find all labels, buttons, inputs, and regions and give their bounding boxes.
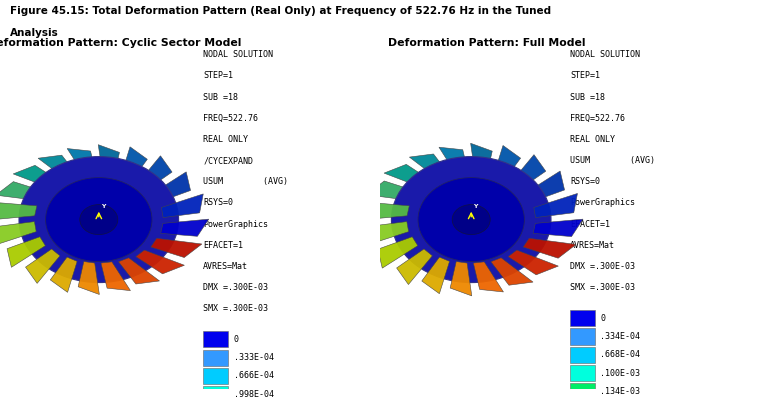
Polygon shape — [98, 145, 119, 178]
Polygon shape — [78, 261, 100, 294]
Text: .666E-04: .666E-04 — [234, 371, 274, 381]
Text: DMX =.300E-03: DMX =.300E-03 — [204, 283, 268, 292]
Text: AVRES=Mat: AVRES=Mat — [204, 262, 249, 271]
Text: SUB =18: SUB =18 — [570, 93, 605, 101]
Polygon shape — [161, 194, 203, 218]
Polygon shape — [67, 148, 97, 177]
Polygon shape — [365, 222, 409, 246]
Bar — [204, 350, 228, 366]
Text: .668E-04: .668E-04 — [600, 350, 641, 359]
Polygon shape — [439, 147, 469, 177]
Text: .334E-04: .334E-04 — [600, 332, 641, 341]
Bar — [204, 331, 228, 347]
Bar — [570, 328, 594, 344]
Polygon shape — [493, 146, 521, 182]
Text: 0: 0 — [600, 314, 606, 322]
Polygon shape — [397, 249, 432, 285]
Polygon shape — [410, 154, 451, 181]
Text: SUB =18: SUB =18 — [204, 93, 239, 101]
Bar — [570, 365, 594, 381]
Polygon shape — [523, 238, 576, 258]
Text: DMX =.300E-03: DMX =.300E-03 — [570, 262, 635, 271]
Polygon shape — [121, 147, 147, 182]
Polygon shape — [450, 261, 472, 296]
Polygon shape — [50, 257, 77, 292]
Text: SMX =.300E-03: SMX =.300E-03 — [570, 283, 635, 292]
Polygon shape — [524, 171, 565, 203]
Polygon shape — [366, 181, 420, 201]
Polygon shape — [491, 258, 533, 285]
Polygon shape — [0, 222, 36, 245]
Text: 0: 0 — [234, 335, 239, 344]
Polygon shape — [359, 203, 410, 220]
Text: NODAL SOLUTION: NODAL SOLUTION — [204, 50, 274, 59]
Text: STEP=1: STEP=1 — [204, 71, 233, 80]
Polygon shape — [7, 237, 46, 267]
Polygon shape — [510, 155, 546, 190]
Bar — [570, 310, 594, 326]
Polygon shape — [150, 238, 202, 257]
Text: EFACET=1: EFACET=1 — [204, 241, 243, 250]
Polygon shape — [508, 250, 559, 275]
Text: USUM        (AVG): USUM (AVG) — [570, 156, 655, 165]
Polygon shape — [13, 165, 62, 189]
Polygon shape — [138, 156, 172, 190]
Text: /CYCEXPAND: /CYCEXPAND — [204, 156, 253, 165]
Text: .100E-03: .100E-03 — [600, 369, 641, 378]
Polygon shape — [378, 237, 418, 268]
Text: AVRES=Mat: AVRES=Mat — [570, 241, 615, 250]
Text: PowerGraphics: PowerGraphics — [204, 220, 268, 229]
Polygon shape — [0, 203, 37, 220]
Bar — [570, 383, 594, 399]
Text: SMX =.300E-03: SMX =.300E-03 — [204, 304, 268, 313]
Text: .333E-04: .333E-04 — [234, 353, 274, 362]
Ellipse shape — [19, 157, 179, 283]
Text: Y: Y — [100, 204, 105, 209]
Text: USUM        (AVG): USUM (AVG) — [204, 177, 288, 186]
Text: REAL ONLY: REAL ONLY — [570, 135, 615, 144]
Polygon shape — [533, 219, 583, 237]
Text: Deformation Pattern: Cyclic Sector Model: Deformation Pattern: Cyclic Sector Model — [0, 38, 241, 48]
Polygon shape — [160, 219, 209, 236]
Polygon shape — [470, 143, 492, 178]
Polygon shape — [38, 155, 79, 181]
Ellipse shape — [46, 178, 152, 261]
Polygon shape — [136, 250, 185, 274]
Bar — [204, 368, 228, 384]
Text: PowerGraphics: PowerGraphics — [570, 198, 635, 207]
Polygon shape — [0, 182, 47, 201]
Text: .134E-03: .134E-03 — [600, 387, 641, 396]
Text: Figure 45.15: Total Deformation Pattern (Real Only) at Frequency of 522.76 Hz in: Figure 45.15: Total Deformation Pattern … — [10, 6, 551, 16]
Polygon shape — [119, 258, 160, 284]
Ellipse shape — [80, 205, 118, 235]
Text: STEP=1: STEP=1 — [570, 71, 600, 80]
Text: FREQ=522.76: FREQ=522.76 — [570, 114, 625, 123]
Text: .998E-04: .998E-04 — [234, 390, 274, 399]
Text: FREQ=522.76: FREQ=522.76 — [204, 114, 258, 123]
Ellipse shape — [452, 205, 490, 235]
Bar — [204, 386, 228, 401]
Ellipse shape — [391, 157, 551, 283]
Polygon shape — [534, 193, 578, 218]
Bar — [570, 347, 594, 363]
Polygon shape — [384, 164, 434, 189]
Polygon shape — [101, 262, 131, 291]
Text: NODAL SOLUTION: NODAL SOLUTION — [570, 50, 640, 59]
Text: Analysis: Analysis — [10, 28, 59, 38]
Polygon shape — [422, 257, 449, 294]
Text: RSYS=0: RSYS=0 — [570, 177, 600, 186]
Text: RSYS=0: RSYS=0 — [204, 198, 233, 207]
Text: Deformation Pattern: Full Model: Deformation Pattern: Full Model — [388, 38, 585, 48]
Polygon shape — [26, 249, 60, 284]
Text: EFACET=1: EFACET=1 — [570, 220, 610, 229]
Polygon shape — [152, 172, 191, 203]
Polygon shape — [473, 262, 503, 292]
Ellipse shape — [418, 178, 524, 261]
Text: Y: Y — [473, 204, 477, 209]
Text: REAL ONLY: REAL ONLY — [204, 135, 249, 144]
